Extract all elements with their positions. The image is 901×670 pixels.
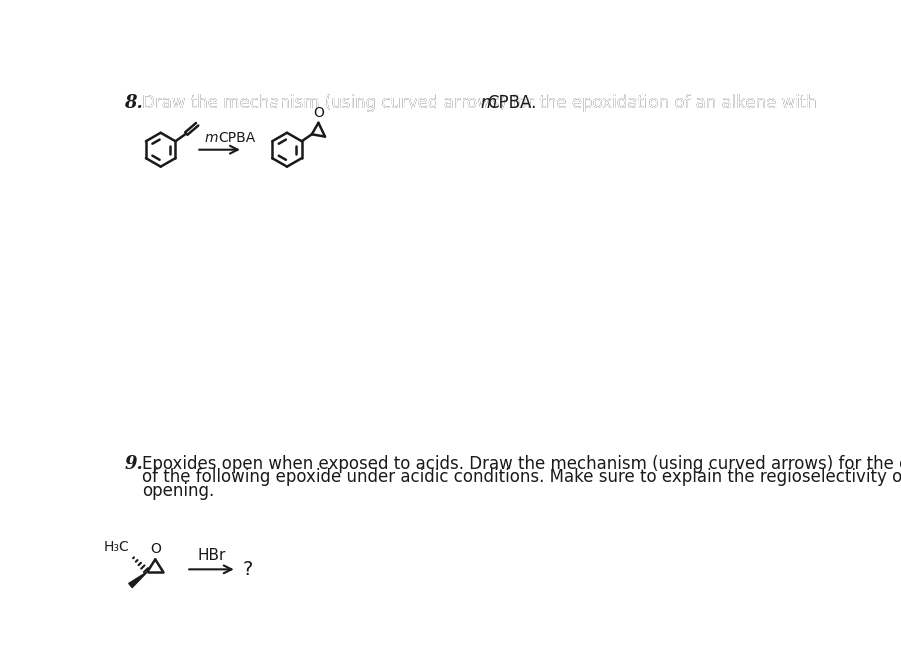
Text: m: m [205, 131, 218, 145]
Text: m: m [481, 94, 497, 113]
Text: H₃C: H₃C [104, 540, 130, 554]
Text: of the following epoxide under acidic conditions. Make sure to explain the regio: of the following epoxide under acidic co… [142, 468, 901, 486]
Text: Epoxides open when exposed to acids. Draw the mechanism (using curved arrows) fo: Epoxides open when exposed to acids. Dra… [142, 456, 901, 474]
Text: Draw the mechanism (using curved arrows) for the epoxidation of an alkene with: Draw the mechanism (using curved arrows)… [142, 94, 823, 113]
Text: 8.: 8. [124, 94, 143, 113]
Text: HBr: HBr [197, 548, 225, 563]
Text: Draw the mechanism (using curved arrows) for the epoxidation of an alkene with m: Draw the mechanism (using curved arrows)… [142, 94, 839, 113]
Text: O: O [150, 542, 160, 556]
Polygon shape [129, 572, 148, 588]
Text: 9.: 9. [124, 456, 143, 474]
Text: CPBA.: CPBA. [487, 94, 536, 113]
Text: opening.: opening. [142, 482, 214, 500]
Text: O: O [313, 106, 323, 120]
Text: CPBA: CPBA [218, 131, 255, 145]
Text: ?: ? [243, 560, 253, 579]
